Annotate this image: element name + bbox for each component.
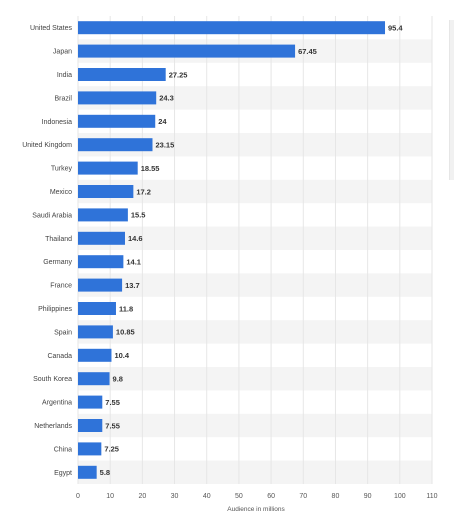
- row-stripe: [78, 367, 432, 391]
- bar[interactable]: [78, 395, 103, 409]
- category-label: Egypt: [54, 470, 72, 477]
- value-label: 5.8: [100, 468, 110, 477]
- x-axis-title: Audience in millions: [227, 506, 285, 513]
- value-label: 10.4: [114, 351, 129, 360]
- category-label: South Korea: [33, 376, 72, 383]
- row-stripe: [78, 273, 432, 297]
- row-stripes: [78, 39, 432, 484]
- value-label: 7.25: [104, 445, 119, 454]
- category-label: Philippines: [38, 306, 72, 313]
- bar[interactable]: [78, 185, 134, 198]
- x-tick-label: 20: [138, 493, 146, 500]
- x-tick-label: 100: [394, 493, 406, 500]
- row-stripe: [78, 320, 432, 344]
- category-label: Brazil: [54, 95, 72, 102]
- value-labels: 95.4 67.45 27.25 24.3 24 23.15 18.55 17.2 15.5 14…: [100, 24, 404, 478]
- row-stripe: [78, 133, 432, 157]
- category-label: United States: [30, 25, 73, 32]
- value-label: 23.15: [156, 141, 175, 150]
- value-label: 18.55: [141, 164, 160, 173]
- bar[interactable]: [78, 161, 138, 175]
- value-label: 7.55: [105, 398, 120, 407]
- bar[interactable]: [78, 138, 153, 152]
- value-label: 11.8: [119, 304, 133, 313]
- row-stripe: [78, 179, 432, 204]
- bar[interactable]: [78, 325, 113, 339]
- bar[interactable]: [78, 68, 166, 81]
- bar[interactable]: [78, 302, 116, 315]
- bar[interactable]: [78, 278, 123, 292]
- value-label: 14.6: [128, 234, 143, 243]
- bar[interactable]: [78, 21, 386, 35]
- bar[interactable]: [78, 465, 97, 479]
- x-tick-label: 40: [203, 493, 211, 500]
- category-label: United Kingdom: [22, 142, 72, 149]
- bar[interactable]: [78, 208, 128, 222]
- value-label: 17.2: [136, 187, 151, 196]
- row-stripe: [78, 413, 432, 438]
- value-label: 24: [158, 117, 167, 126]
- value-label: 14.1: [126, 258, 141, 267]
- bar[interactable]: [78, 348, 112, 362]
- value-label: 13.7: [125, 281, 140, 290]
- bar[interactable]: [78, 372, 110, 386]
- bar[interactable]: [78, 255, 124, 269]
- bar[interactable]: [78, 419, 103, 432]
- x-tick-label: 50: [235, 493, 243, 500]
- category-label: France: [50, 283, 72, 290]
- x-tick-label: 90: [364, 493, 372, 500]
- row-stripe: [78, 460, 432, 484]
- row-stripe: [78, 86, 432, 110]
- value-label: 67.45: [298, 47, 317, 56]
- value-label: 15.5: [131, 211, 146, 220]
- x-tick-label: 60: [267, 493, 275, 500]
- bar[interactable]: [78, 231, 125, 245]
- x-tick-label: 70: [299, 493, 307, 500]
- category-labels: United States Japan India Brazil Indonesia Un…: [22, 25, 72, 477]
- row-stripe: [78, 226, 432, 250]
- category-label: Netherlands: [34, 423, 72, 430]
- value-label: 24.3: [159, 94, 174, 103]
- value-label: 95.4: [388, 24, 403, 33]
- category-label: Saudi Arabia: [32, 212, 72, 219]
- value-label: 9.8: [113, 375, 123, 384]
- x-tick-label: 30: [171, 493, 179, 500]
- category-label: India: [57, 72, 72, 79]
- value-label: 10.85: [116, 328, 135, 337]
- x-tick-label: 80: [332, 493, 340, 500]
- category-label: Indonesia: [42, 119, 72, 126]
- category-label: Argentina: [42, 400, 72, 407]
- bar[interactable]: [78, 114, 156, 128]
- category-label: Canada: [47, 353, 72, 360]
- category-label: Japan: [53, 49, 72, 56]
- x-tick-label: 10: [106, 493, 114, 500]
- category-label: Germany: [43, 259, 72, 266]
- bars: [78, 21, 386, 479]
- bar[interactable]: [78, 91, 157, 105]
- bar[interactable]: [78, 442, 102, 456]
- category-label: Spain: [54, 329, 72, 336]
- value-label: 27.25: [169, 70, 188, 79]
- value-label: 7.55: [105, 421, 120, 430]
- category-label: China: [54, 446, 72, 453]
- x-tick-label: 0: [76, 493, 80, 500]
- x-axis-ticks: 0 10 20 30 40 50 60 70 80 90 100 110: [76, 493, 438, 500]
- category-label: Mexico: [50, 189, 72, 196]
- category-label: Thailand: [45, 236, 72, 243]
- category-label: Turkey: [51, 166, 73, 173]
- x-tick-label: 110: [426, 493, 437, 500]
- bar[interactable]: [78, 44, 296, 58]
- side-scroll-strip: [449, 20, 454, 180]
